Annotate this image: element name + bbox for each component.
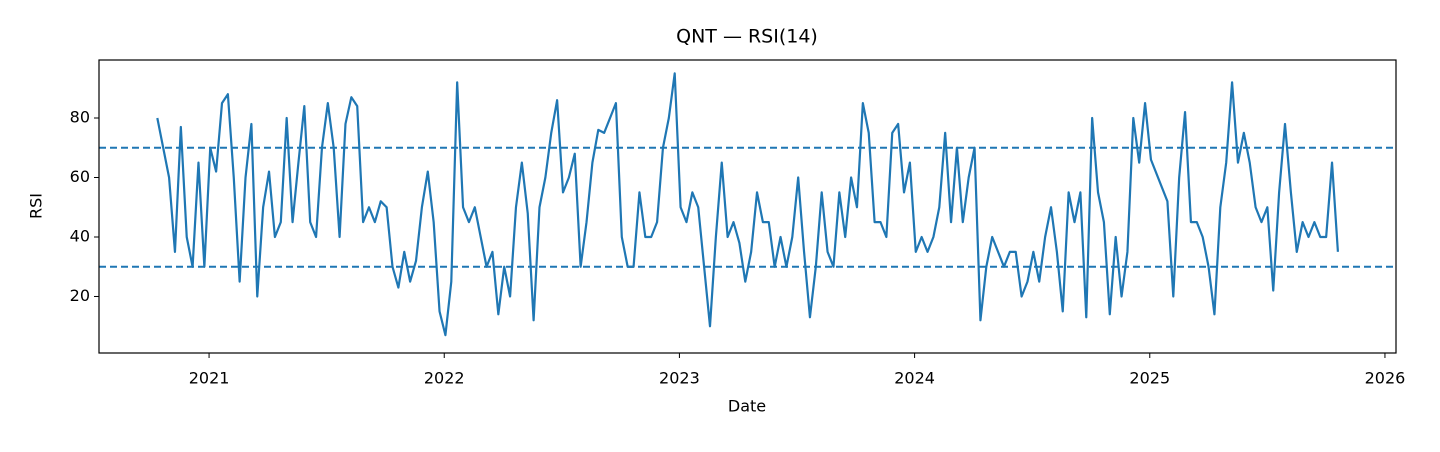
chart-title: QNT — RSI(14) (676, 26, 818, 48)
x-tick-label: 2026 (1365, 369, 1406, 388)
y-axis-label: RSI (27, 193, 46, 219)
plot-frame (98, 59, 1397, 354)
x-tick-label: 2025 (1129, 369, 1170, 388)
rsi-line (156, 72, 1340, 337)
x-tick-label: 2022 (424, 369, 465, 388)
y-tick-label: 60 (70, 167, 90, 186)
y-tick-label: 80 (70, 108, 90, 127)
y-tick-label: 40 (70, 226, 90, 245)
x-tick-label: 2021 (189, 369, 230, 388)
x-axis-label: Date (728, 397, 766, 416)
x-tick-label: 2024 (894, 369, 935, 388)
x-tick-label: 2023 (659, 369, 700, 388)
y-tick-label: 20 (70, 286, 90, 305)
